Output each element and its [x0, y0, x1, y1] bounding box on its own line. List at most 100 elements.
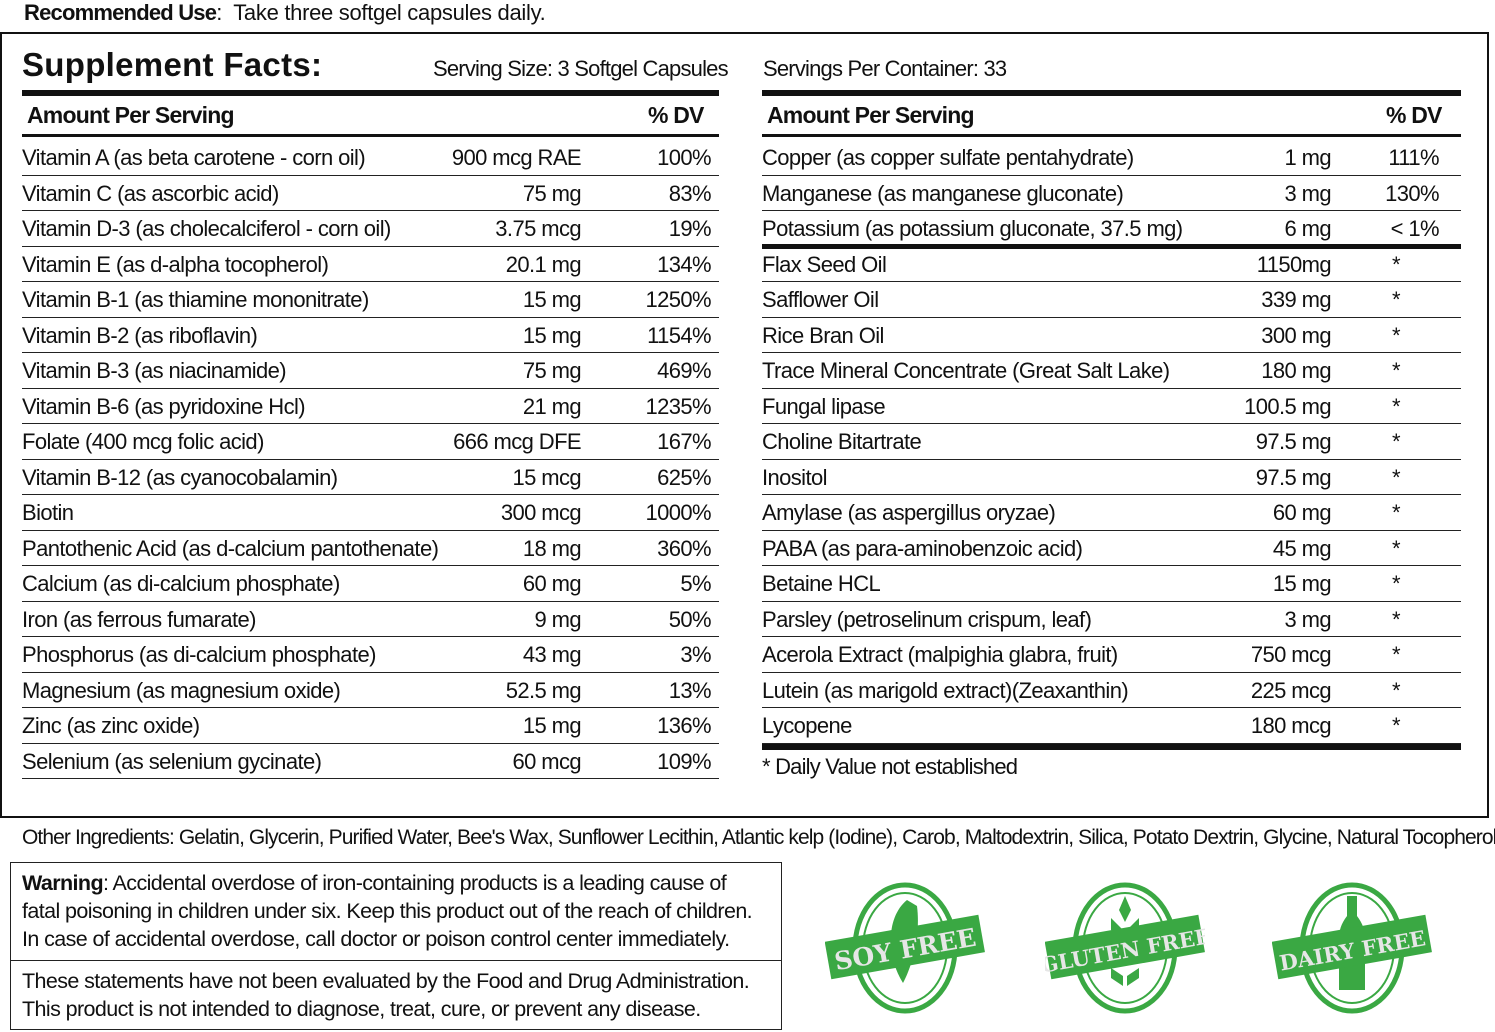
nutrient-dv: < 1%: [1390, 216, 1440, 241]
nutrient-name: Iron (as ferrous fumarate): [22, 606, 256, 632]
nutrient-amount: 339 mg: [1261, 287, 1331, 312]
nutrient-row: Safflower Oil 339 mg *: [762, 282, 1461, 318]
nutrient-name: Phosphorus (as di-calcium phosphate): [22, 642, 376, 667]
amount-header: Amount Per Serving: [27, 102, 235, 128]
nutrient-name: Folate (400 mcg folic acid): [22, 429, 264, 454]
nutrient-amount: 15 mg: [522, 713, 582, 738]
nutrient-amount: 300 mg: [1261, 322, 1331, 348]
nutrient-dv: *: [1392, 393, 1401, 419]
nutrient-dv: 13%: [668, 677, 712, 703]
nutrient-row: Amylase (as aspergillus oryzae) 60 mg *: [762, 495, 1461, 531]
nutrient-row: Vitamin B-6 (as pyridoxine Hcl) 21 mg 12…: [22, 389, 719, 424]
nutrient-amount: 3 mg: [1284, 606, 1331, 632]
nutrient-dv: 50%: [668, 606, 712, 632]
nutrient-dv: *: [1392, 251, 1401, 277]
nutrient-row: Rice Bran Oil 300 mg *: [762, 318, 1461, 353]
nutrient-dv: *: [1392, 571, 1401, 596]
recommended-use: Recommended Use: Take three softgel caps…: [24, 0, 546, 25]
nutrient-amount: 15 mg: [522, 322, 582, 348]
servings-per-container: Servings Per Container: 33: [763, 56, 1007, 81]
supplement-facts-panel: [0, 32, 1489, 818]
nutrient-amount: 3.75 mcg: [495, 216, 581, 241]
nutrient-row: Betaine HCL 15 mg *: [762, 566, 1461, 602]
nutrient-dv: 100%: [657, 145, 711, 170]
nutrient-dv: 5%: [680, 571, 711, 596]
fda-disclaimer: This product is not intended to diagnose…: [22, 997, 701, 1021]
nutrient-name: Vitamin C (as ascorbic acid): [22, 180, 279, 206]
nutrient-amount: 15 mg: [522, 287, 582, 312]
nutrient-dv: 167%: [657, 429, 711, 454]
other-ingredients: Other Ingredients: Gelatin, Glycerin, Pu…: [22, 826, 1495, 849]
nutrient-name: Manganese (as manganese gluconate): [762, 180, 1124, 206]
divider: [762, 134, 1461, 137]
nutrient-dv: 1154%: [647, 322, 711, 348]
nutrient-dv: 83%: [668, 180, 712, 206]
nutrient-amount: 225 mcg: [1250, 677, 1332, 703]
badge-soy-free: SOY FREE: [824, 878, 985, 1023]
nutrient-row: Vitamin B-2 (as riboflavin) 15 mg 1154%: [22, 318, 719, 353]
nutrient-name: Magnesium (as magnesium oxide): [22, 677, 341, 703]
wheat-icon: [1111, 896, 1139, 986]
nutrient-dv: *: [1392, 287, 1401, 312]
nutrient-name: Acerola Extract (malpighia glabra, fruit…: [762, 642, 1118, 667]
nutrient-row: Phosphorus (as di-calcium phosphate) 43 …: [22, 637, 719, 673]
nutrient-row: Magnesium (as magnesium oxide) 52.5 mg 1…: [22, 673, 719, 708]
nutrient-row: Pantothenic Acid (as d-calcium pantothen…: [22, 531, 719, 566]
nutrient-dv: 1235%: [645, 393, 711, 419]
nutrient-amount: 3 mg: [1284, 180, 1331, 206]
nutrient-amount: 15 mcg: [512, 464, 581, 490]
nutrient-amount: 750 mcg: [1250, 642, 1332, 667]
nutrient-row: Manganese (as manganese gluconate) 3 mg …: [762, 176, 1461, 211]
nutrient-dv: *: [1392, 606, 1401, 632]
nutrient-dv: 1000%: [645, 500, 711, 525]
warning-text: fatal poisoning in children under six. K…: [22, 899, 753, 923]
divider: [762, 744, 1461, 750]
nutrient-row: Acerola Extract (malpighia glabra, fruit…: [762, 637, 1461, 673]
nutrient-name: Choline Bitartrate: [762, 429, 922, 454]
nutrient-name: Vitamin A (as beta carotene - corn oil): [22, 145, 366, 170]
nutrient-row: Calcium (as di-calcium phosphate) 60 mg …: [22, 566, 719, 602]
nutrient-name: Vitamin E (as d-alpha tocopherol): [22, 251, 329, 277]
nutrient-amount: 15 mg: [1272, 571, 1332, 596]
nutrient-name: PABA (as para-aminobenzoic acid): [762, 535, 1083, 561]
nutrient-row: Lutein (as marigold extract)(Zeaxanthin)…: [762, 673, 1461, 708]
nutrient-name: Betaine HCL: [762, 571, 881, 596]
nutrient-name: Trace Mineral Concentrate (Great Salt La…: [762, 358, 1170, 383]
nutrient-amount: 900 mcg RAE: [451, 145, 582, 170]
nutrient-amount: 18 mg: [522, 535, 582, 561]
nutrient-row: Trace Mineral Concentrate (Great Salt La…: [762, 353, 1461, 389]
nutrient-dv: 130%: [1385, 180, 1439, 206]
serving-size: Serving Size: 3 Softgel Capsules: [433, 56, 729, 81]
nutrient-name: Vitamin B-3 (as niacinamide): [22, 358, 287, 383]
divider: [22, 134, 719, 137]
nutrient-dv: *: [1392, 429, 1401, 454]
nutrient-amount: 60 mg: [522, 571, 582, 596]
nutrient-dv: 3%: [680, 642, 711, 667]
nutrient-amount: 6 mg: [1284, 216, 1331, 241]
nutrient-row: Vitamin D-3 (as cholecalciferol - corn o…: [22, 211, 719, 247]
nutrient-amount: 45 mg: [1272, 535, 1332, 561]
nutrient-name: Zinc (as zinc oxide): [22, 713, 200, 738]
nutrient-row: Vitamin B-1 (as thiamine mononitrate) 15…: [22, 282, 719, 318]
nutrient-dv: 19%: [668, 216, 712, 241]
nutrient-dv: 136%: [657, 713, 711, 738]
divider: [22, 90, 719, 96]
nutrient-name: Vitamin D-3 (as cholecalciferol - corn o…: [22, 216, 391, 241]
nutrient-row: Fungal lipase 100.5 mg *: [762, 389, 1461, 424]
nutrient-name: Copper (as copper sulfate pentahydrate): [762, 145, 1134, 170]
nutrient-amount: 75 mg: [522, 358, 582, 383]
nutrient-dv: 469%: [657, 358, 711, 383]
nutrient-row: Vitamin E (as d-alpha tocopherol) 20.1 m…: [22, 247, 719, 282]
nutrient-name: Vitamin B-6 (as pyridoxine Hcl): [22, 393, 306, 419]
nutrient-dv: *: [1392, 642, 1401, 667]
nutrient-row: Selenium (as selenium gycinate) 60 mcg 1…: [22, 744, 719, 779]
amount-header: Amount Per Serving: [767, 102, 975, 128]
nutrient-dv: *: [1392, 713, 1401, 738]
nutrient-name: Calcium (as di-calcium phosphate): [22, 571, 340, 596]
nutrient-dv: 109%: [657, 748, 711, 774]
fda-disclaimer: These statements have not been evaluated…: [22, 969, 750, 993]
nutrient-dv: *: [1392, 464, 1401, 490]
nutrient-name: Vitamin B-1 (as thiamine mononitrate): [22, 287, 369, 312]
dv-header: % DV: [648, 102, 704, 128]
divider: [762, 90, 1461, 96]
